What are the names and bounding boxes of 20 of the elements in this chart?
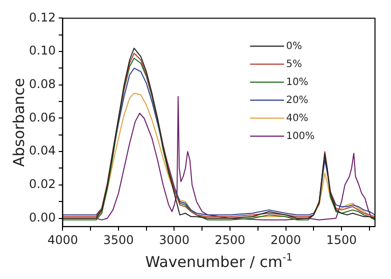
- legend-label: 5%: [286, 58, 302, 70]
- x-tick-label: 2500: [214, 232, 246, 247]
- y-tick-label: 0.06: [29, 110, 56, 124]
- y-tick-label: 0.12: [29, 10, 56, 24]
- y-tick-label: 0.00: [29, 210, 56, 224]
- x-tick-label: 1500: [326, 232, 357, 247]
- legend-label: 100%: [286, 130, 315, 142]
- legend-label: 20%: [286, 94, 308, 106]
- x-tick-label: 2000: [270, 232, 302, 247]
- x-tick-label: 3500: [103, 232, 134, 247]
- x-tick-label: 3000: [158, 232, 190, 247]
- y-tick-label: 0.04: [29, 144, 56, 158]
- legend-label: 10%: [286, 76, 308, 88]
- legend-label: 0%: [286, 40, 302, 52]
- y-tick-label: 0.10: [29, 44, 56, 58]
- legend-label: 40%: [286, 112, 308, 124]
- y-axis-title: Absorbance: [10, 78, 28, 167]
- y-tick-label: 0.02: [29, 177, 56, 192]
- x-tick-label: 4000: [47, 232, 78, 247]
- y-tick-label: 0.08: [29, 77, 56, 92]
